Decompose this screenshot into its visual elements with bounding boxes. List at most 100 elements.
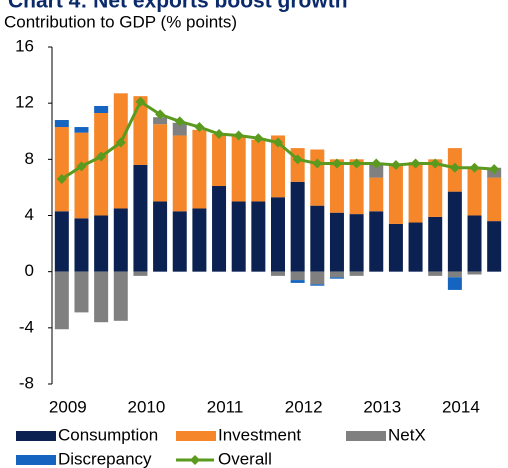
bar-segment — [428, 159, 443, 217]
bar-segment — [349, 271, 364, 276]
bar-segment — [153, 201, 168, 272]
bar-segment — [329, 159, 344, 213]
bar-segment — [388, 164, 403, 224]
x-tick-label: 2013 — [363, 397, 401, 416]
bar-segment — [388, 223, 403, 272]
line-marker — [430, 158, 441, 169]
bar-segment — [192, 129, 207, 209]
line-marker — [469, 162, 480, 173]
line-marker — [233, 130, 244, 141]
line-marker — [214, 129, 225, 140]
line-marker — [194, 122, 205, 133]
bar-segment — [133, 271, 148, 276]
y-tick-label: 16 — [15, 36, 34, 55]
bar-segment — [290, 271, 305, 281]
bar-segment — [271, 197, 285, 272]
line-marker — [115, 137, 126, 148]
legend-swatch — [190, 455, 200, 465]
bar-segment — [329, 271, 344, 278]
y-tick-label: 0 — [25, 261, 34, 280]
bar-segment — [290, 280, 305, 283]
bar-segment — [487, 221, 502, 272]
legend-swatch — [16, 455, 56, 465]
line-marker — [489, 164, 500, 175]
line-marker — [155, 109, 166, 120]
bar-segment — [467, 271, 482, 275]
bar-segment — [113, 271, 128, 321]
bar-segment — [310, 271, 325, 285]
bar-segment — [467, 215, 482, 272]
legend-label: Overall — [218, 449, 272, 468]
bar-segment — [408, 222, 423, 272]
legend-swatch — [346, 431, 386, 441]
line-marker — [390, 159, 401, 170]
bar-segment — [212, 186, 227, 272]
line-marker — [410, 158, 421, 169]
bar-segment — [310, 284, 325, 286]
bar-segment — [369, 177, 384, 212]
bar-segment — [329, 277, 344, 279]
bar-segment — [231, 201, 246, 272]
legend-label: Consumption — [58, 425, 158, 444]
line-marker — [174, 116, 185, 127]
bar-segment — [74, 271, 89, 313]
line-marker — [371, 158, 382, 169]
bar-segment — [428, 271, 443, 276]
legend-swatch — [16, 431, 56, 441]
bar-segment — [408, 162, 423, 223]
bar-segment — [94, 215, 109, 272]
bar-segment — [133, 96, 148, 165]
x-tick-label: 2009 — [49, 397, 87, 416]
bar-segment — [172, 135, 187, 212]
bar-segment — [290, 148, 305, 182]
bar-segment — [54, 120, 69, 128]
bar-segment — [153, 117, 168, 125]
line-marker — [135, 96, 146, 107]
line-marker — [253, 133, 264, 144]
bar-segment — [329, 212, 344, 272]
bar-segment — [74, 127, 89, 133]
bar-segment — [251, 201, 266, 272]
bar-segment — [133, 164, 148, 272]
bar-segment — [74, 132, 89, 219]
bar-segment — [74, 218, 89, 272]
bar-segment — [310, 149, 325, 206]
bar-segment — [231, 135, 246, 202]
legend-label: Investment — [218, 425, 301, 444]
chart-subtitle: Contribution to GDP (% points) — [4, 12, 237, 31]
bar-segment — [172, 122, 187, 136]
bar-segment — [54, 271, 69, 330]
bar-segment — [212, 134, 227, 187]
bar-segment — [349, 159, 364, 215]
line-marker — [449, 162, 460, 173]
x-tick-label: 2011 — [207, 397, 244, 416]
x-tick-label: 2012 — [285, 397, 323, 416]
x-tick-label: 2010 — [128, 397, 166, 416]
bar-segment — [467, 167, 482, 216]
bar-segment — [113, 93, 128, 209]
legend-swatch — [176, 431, 216, 441]
bar-segment — [349, 214, 364, 272]
line-marker — [96, 151, 107, 162]
bar-segment — [192, 208, 207, 272]
chart-title: Chart 4: Net exports boost growth — [8, 0, 348, 13]
line-marker — [76, 161, 87, 172]
line-marker — [351, 158, 362, 169]
bar-segment — [447, 191, 462, 272]
line-marker — [312, 158, 323, 169]
bar-segment — [54, 127, 69, 212]
bar-segment — [428, 216, 443, 272]
line-marker — [56, 173, 67, 184]
bar-segment — [251, 139, 266, 202]
y-tick-label: 4 — [25, 205, 34, 224]
line-marker — [331, 158, 342, 169]
bar-segment — [94, 105, 109, 113]
line-marker — [273, 137, 283, 148]
x-tick-label: 2014 — [442, 397, 480, 416]
legend-label: Discrepancy — [58, 449, 152, 468]
bar-segment — [290, 181, 305, 272]
bar-segment — [487, 177, 502, 222]
y-tick-label: 12 — [15, 93, 34, 112]
legend-label: NetX — [388, 425, 426, 444]
